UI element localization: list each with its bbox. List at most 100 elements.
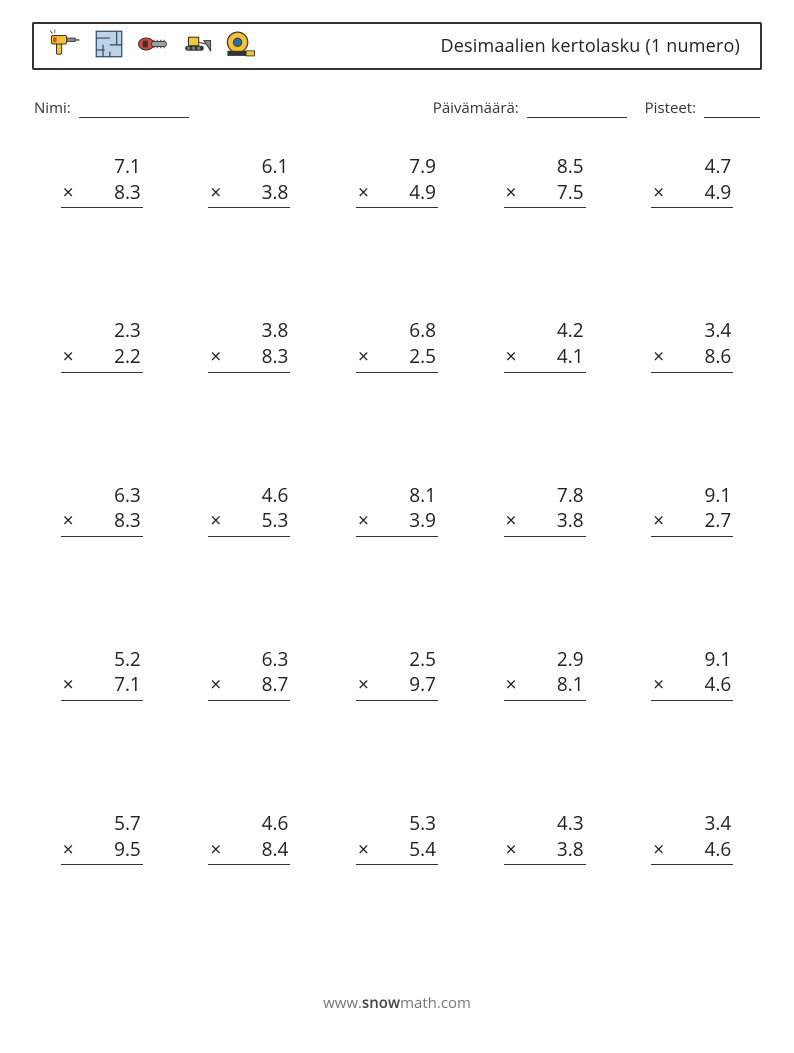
multiplicand: 6.1: [208, 154, 290, 180]
multiplicand: 2.3: [61, 318, 143, 344]
multiply-symbol: ×: [61, 508, 74, 534]
multiplication-problem: 4.6×5.3: [188, 483, 312, 537]
multiplication-problem: 9.1× 2.7: [630, 483, 754, 537]
multiplication-problem: 5.3×5.4: [335, 811, 459, 865]
multiplier: 8.3: [114, 180, 141, 206]
header-icon-row: [48, 27, 258, 66]
multiplicand: 8.1: [356, 483, 438, 509]
score-label: Pisteet:: [645, 98, 696, 118]
multiplicand: 2.5: [356, 647, 438, 673]
multiplier-row: × 7.1: [61, 672, 143, 701]
name-blank: [79, 101, 189, 118]
multiplicand: 7.8: [504, 483, 586, 509]
multiplicand: 9.1: [651, 647, 733, 673]
multiplier-row: ×4.6: [651, 837, 733, 866]
multiply-symbol: ×: [208, 180, 221, 206]
date-label: Päivämäärä:: [433, 98, 519, 118]
footer-suffix: math.com: [400, 993, 471, 1013]
multiplier: 3.9: [409, 508, 436, 534]
multiplier: 7.5: [557, 180, 584, 206]
multiply-symbol: ×: [61, 344, 74, 370]
problems-grid: 7.1×8.36.1×3.87.9×4.98.5×7.54.7×4.92.3×2…: [32, 148, 762, 865]
multiplier-row: × 8.6: [651, 344, 733, 373]
multiplicand: 4.3: [504, 811, 586, 837]
footer-url: www.snowmath.com: [0, 993, 794, 1013]
multiplier: 2.5: [409, 344, 436, 370]
multiplication-problem: 9.1×4.6: [630, 647, 754, 701]
multiply-symbol: ×: [651, 344, 664, 370]
multiplier: 4.9: [704, 180, 731, 206]
multiply-symbol: ×: [356, 344, 369, 370]
multiply-symbol: ×: [208, 508, 221, 534]
multiplication-problem: 6.3×8.3: [40, 483, 164, 537]
maze-icon: [92, 27, 126, 66]
multiplier-row: × 4.1: [504, 344, 586, 373]
footer-prefix: www.: [323, 993, 362, 1013]
score-blank: [704, 101, 760, 118]
multiplier: 5.3: [262, 508, 289, 534]
multiply-symbol: ×: [504, 344, 517, 370]
multiplication-problem: 7.8×3.8: [483, 483, 607, 537]
multiplicand: 9.1: [651, 483, 733, 509]
multiplication-problem: 4.6×8.4: [188, 811, 312, 865]
multiplier-row: ×3.9: [356, 508, 438, 537]
multiplier: 4.1: [557, 344, 584, 370]
multiply-symbol: ×: [651, 508, 664, 534]
multiplier-row: × 4.9: [651, 180, 733, 209]
multiplier: 4.9: [409, 180, 436, 206]
multiplicand: 4.6: [208, 811, 290, 837]
multiplier-row: ×7.5: [504, 180, 586, 209]
multiplicand: 3.4: [651, 811, 733, 837]
multiplier: 3.8: [262, 180, 289, 206]
tape-icon: [224, 27, 258, 66]
multiply-symbol: ×: [356, 837, 369, 863]
multiply-symbol: ×: [356, 672, 369, 698]
multiplier-row: × 3.8: [504, 837, 586, 866]
multiplier: 8.6: [704, 344, 731, 370]
multiplication-problem: 4.7× 4.9: [630, 154, 754, 208]
multiply-symbol: ×: [61, 180, 74, 206]
multiplier-row: ×4.6: [651, 672, 733, 701]
multiply-symbol: ×: [504, 672, 517, 698]
multiplier: 8.3: [262, 344, 289, 370]
multiplier: 4.6: [704, 672, 731, 698]
multiplier: 9.7: [409, 672, 436, 698]
multiplier-row: ×5.4: [356, 837, 438, 866]
multiplication-problem: 5.2×7.1: [40, 647, 164, 701]
name-label: Nimi:: [34, 98, 71, 118]
multiplicand: 8.5: [504, 154, 586, 180]
name-field: Nimi:: [34, 98, 189, 118]
multiply-symbol: ×: [504, 837, 517, 863]
multiplication-problem: 6.8×2.5: [335, 318, 459, 372]
bulldozer-icon: [180, 27, 214, 66]
multiplier: 2.7: [704, 508, 731, 534]
multiplication-problem: 4.2×4.1: [483, 318, 607, 372]
multiplicand: 5.7: [61, 811, 143, 837]
multiplier: 8.7: [262, 672, 289, 698]
multiplication-problem: 5.7×9.5: [40, 811, 164, 865]
multiplicand: 3.4: [651, 318, 733, 344]
multiply-symbol: ×: [651, 180, 664, 206]
multiplier: 8.4: [262, 837, 289, 863]
multiplier: 3.8: [557, 837, 584, 863]
date-blank: [527, 101, 627, 118]
multiplier: 3.8: [557, 508, 584, 534]
multiplier-row: × 5.3: [208, 508, 290, 537]
multiplication-problem: 3.4× 8.6: [630, 318, 754, 372]
multiply-symbol: ×: [356, 180, 369, 206]
multiplicand: 6.3: [61, 483, 143, 509]
multiplier: 2.2: [114, 344, 141, 370]
multiplication-problem: 7.9× 4.9: [335, 154, 459, 208]
chainsaw-icon: [136, 27, 170, 66]
score-field: Pisteet:: [645, 98, 760, 118]
multiplicand: 7.9: [356, 154, 438, 180]
multiplier-row: × 8.1: [504, 672, 586, 701]
multiplier: 8.1: [557, 672, 584, 698]
date-field: Päivämäärä:: [433, 98, 627, 118]
multiplicand: 4.7: [651, 154, 733, 180]
multiply-symbol: ×: [208, 344, 221, 370]
multiplication-problem: 3.8×8.3: [188, 318, 312, 372]
multiplier: 7.1: [114, 672, 141, 698]
multiply-symbol: ×: [61, 672, 74, 698]
multiplier: 4.6: [704, 837, 731, 863]
